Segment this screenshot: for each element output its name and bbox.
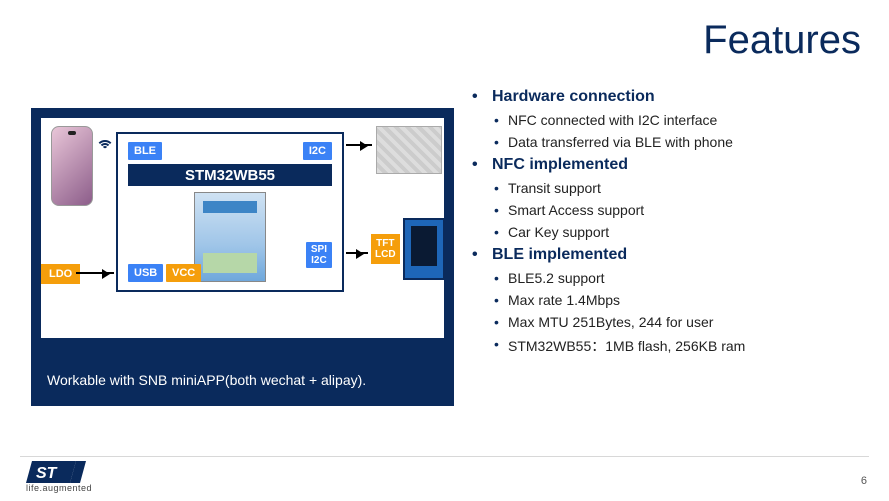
logo-tagline: life.augmented (26, 483, 92, 493)
ldo-block: LDO (41, 264, 80, 284)
bullet-item: Smart Access support (472, 202, 869, 218)
diagram-panel: BLE I2C STM32WB55 USB VCC SPII2C LDO TFT… (31, 108, 454, 406)
bullet-heading: NFC implemented (472, 156, 869, 174)
bullet-item: Car Key support (472, 224, 869, 240)
bullet-item: Data transferred via BLE with phone (472, 134, 869, 150)
bullet-item: BLE5.2 support (472, 270, 869, 286)
arrow-tft-icon (346, 252, 368, 254)
page-title: Features (703, 18, 861, 63)
mcu-block: BLE I2C STM32WB55 USB VCC SPII2C (116, 132, 344, 292)
diagram-caption: Workable with SNB miniAPP(both wechat + … (47, 372, 438, 388)
dev-board-icon (194, 192, 266, 282)
chip-ble: BLE (128, 142, 162, 160)
page-number: 6 (861, 475, 867, 487)
arrow-ldo-icon (76, 272, 114, 274)
phone-icon (51, 126, 93, 206)
feature-list: Hardware connection NFC connected with I2… (472, 82, 869, 356)
bullet-item: Max MTU 251Bytes, 244 for user (472, 314, 869, 330)
bullet-item: Max rate 1.4Mbps (472, 292, 869, 308)
bullet-item: STM32WB55：1MB flash, 256KB ram (472, 336, 869, 356)
ble-signal-icon (96, 140, 114, 158)
chip-vcc: VCC (166, 264, 201, 282)
bullet-heading: Hardware connection (472, 88, 869, 106)
bullet-item: Transit support (472, 180, 869, 196)
bullet-heading: BLE implemented (472, 246, 869, 264)
bullet-item: NFC connected with I2C interface (472, 112, 869, 128)
slide: Features BLE I2C STM32WB55 USB VCC SPII2… (0, 0, 889, 501)
diagram-canvas: BLE I2C STM32WB55 USB VCC SPII2C LDO TFT… (41, 118, 444, 338)
footer-divider (20, 456, 869, 457)
tft-label: TFTLCD (371, 234, 400, 264)
chip-i2c: I2C (303, 142, 332, 160)
chip-usb: USB (128, 264, 163, 282)
mcu-label: STM32WB55 (128, 164, 332, 186)
arrow-i2c-icon (346, 144, 372, 146)
chip-spi: SPII2C (306, 242, 332, 268)
lcd-icon (403, 218, 445, 280)
svg-text:ST: ST (36, 465, 58, 482)
nfc-reader-icon (376, 126, 442, 174)
st-logo: ST life.augmented (26, 459, 92, 493)
